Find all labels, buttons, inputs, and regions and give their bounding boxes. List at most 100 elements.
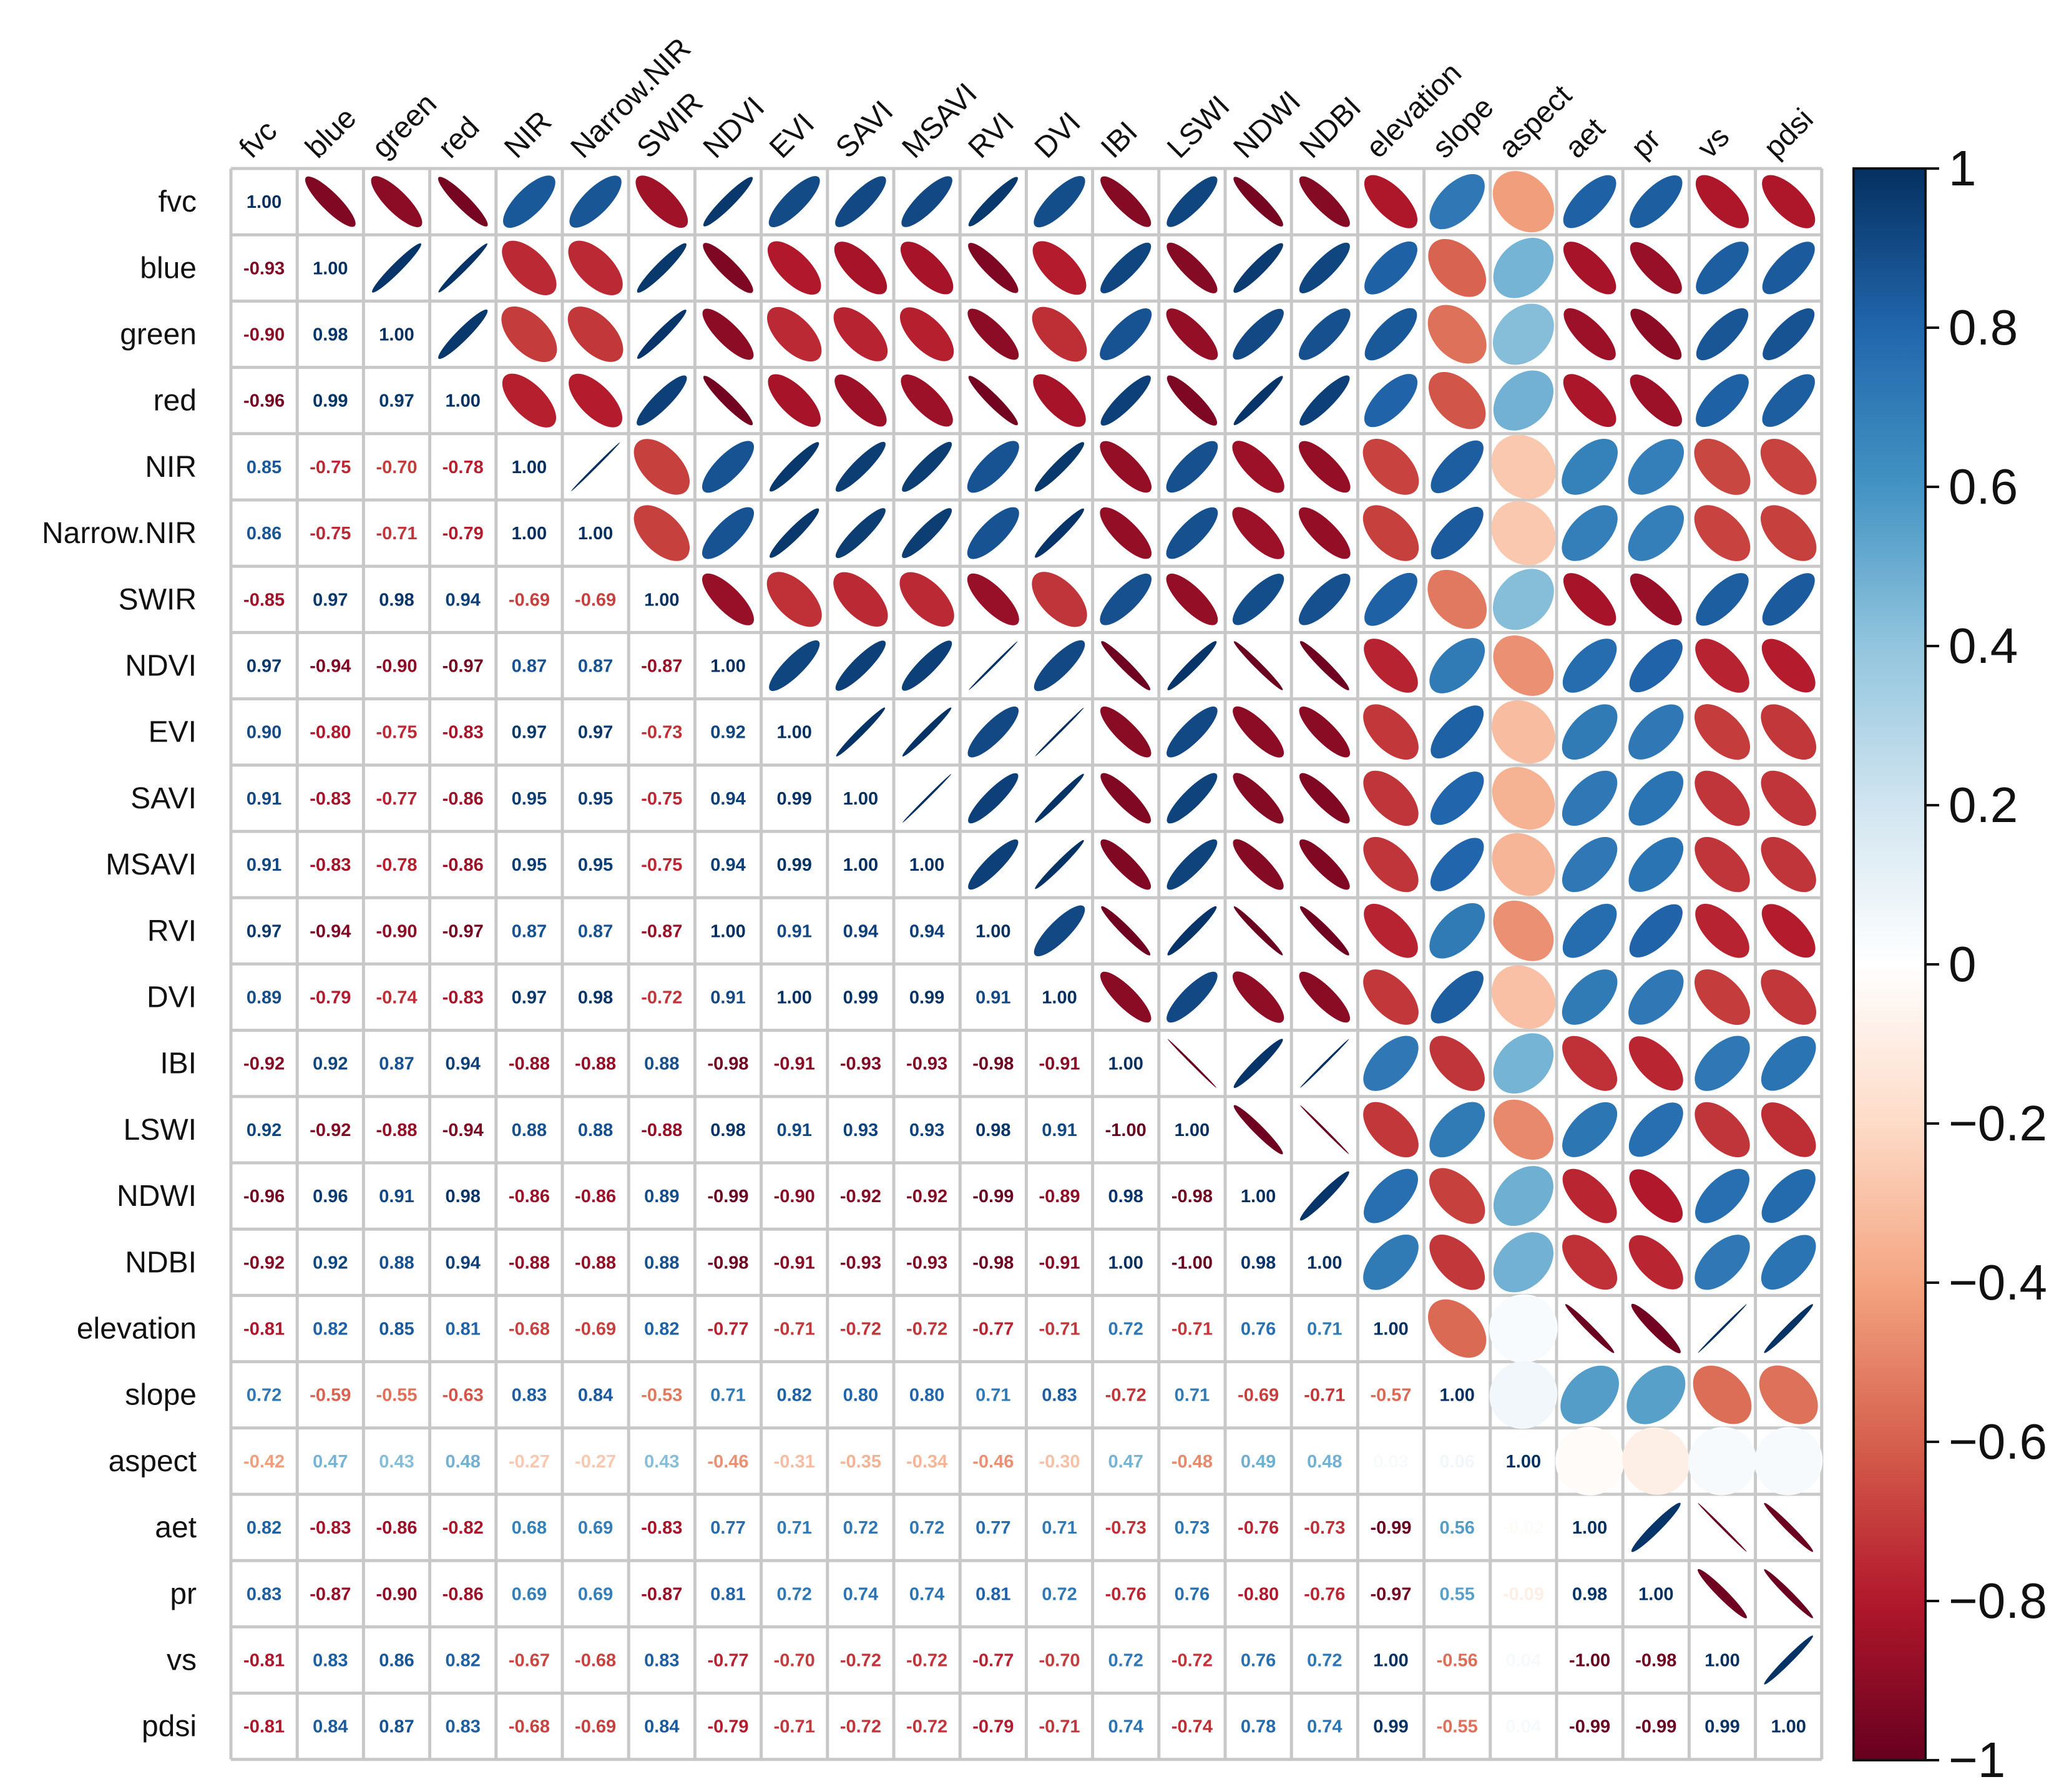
corr-ellipse-blue-red bbox=[438, 243, 487, 293]
corr-ellipse-ndwi-aspect bbox=[1493, 1166, 1553, 1226]
coef-label-vs-lswi: -0.72 bbox=[1171, 1651, 1213, 1671]
coef-label-nir-nir: 1.00 bbox=[512, 458, 547, 477]
coef-label-pr-blue: -0.87 bbox=[310, 1584, 351, 1604]
corr-ellipse-red-slope bbox=[1428, 371, 1486, 429]
col-label-aspect: aspect bbox=[1492, 79, 1578, 164]
coef-label-ibi-evi: -0.91 bbox=[774, 1054, 815, 1074]
corr-ellipse-nir-ibi bbox=[1100, 441, 1152, 493]
corr-ellipse-nir-pdsi bbox=[1760, 439, 1817, 495]
row-label-ndvi: NDVI bbox=[125, 650, 197, 683]
coef-label-ndbi-ndbi: 1.00 bbox=[1307, 1253, 1342, 1273]
coef-label-vs-narrow-nir: -0.68 bbox=[575, 1651, 616, 1671]
coef-label-elevation-blue: 0.82 bbox=[313, 1320, 348, 1339]
coef-label-savi-narrow-nir: 0.95 bbox=[578, 789, 613, 809]
row-label-ibi: IBI bbox=[160, 1047, 197, 1080]
coef-label-msavi-nir: 0.95 bbox=[512, 855, 547, 875]
corr-ellipse-narrow-nir-pdsi bbox=[1761, 505, 1817, 561]
corr-ellipse-narrow-nir-vs bbox=[1694, 505, 1751, 561]
coef-label-msavi-blue: -0.83 bbox=[310, 855, 351, 875]
coef-label-rvi-nir: 0.87 bbox=[512, 921, 547, 941]
corr-ellipse-fvc-dvi bbox=[1034, 175, 1085, 228]
coef-label-aet-dvi: 0.71 bbox=[1042, 1518, 1077, 1538]
corr-ellipse-ndvi-msavi bbox=[901, 640, 952, 691]
colorbar-tick-label: −0.4 bbox=[1949, 1255, 2047, 1310]
coef-label-slope-fvc: 0.72 bbox=[247, 1386, 281, 1406]
corr-ellipse-evi-pdsi bbox=[1761, 704, 1817, 760]
corr-ellipse-msavi-pr bbox=[1628, 837, 1684, 892]
coef-label-elevation-fvc: -0.81 bbox=[243, 1320, 285, 1339]
corr-ellipse-ndvi-rvi bbox=[969, 641, 1018, 690]
corr-ellipse-ndvi-pr bbox=[1629, 639, 1683, 693]
coef-label-lswi-ibi: -1.00 bbox=[1105, 1120, 1147, 1140]
coef-label-msavi-fvc: 0.91 bbox=[247, 855, 281, 875]
coef-label-pdsi-swir: 0.84 bbox=[644, 1717, 679, 1737]
corr-ellipse-savi-vs bbox=[1695, 770, 1750, 826]
coef-label-pr-swir: -0.87 bbox=[641, 1584, 682, 1604]
coef-label-aet-msavi: 0.72 bbox=[909, 1518, 944, 1538]
corr-ellipse-green-ibi bbox=[1100, 308, 1152, 361]
corr-ellipse-ibi-pdsi bbox=[1761, 1036, 1816, 1091]
corr-ellipse-dvi-pdsi bbox=[1761, 969, 1817, 1025]
coef-label-pdsi-elevation: 0.99 bbox=[1373, 1717, 1408, 1737]
coef-label-ibi-swir: 0.88 bbox=[644, 1054, 679, 1074]
corr-ellipse-red-aspect bbox=[1493, 370, 1554, 431]
corr-ellipse-blue-elevation bbox=[1364, 241, 1417, 295]
coef-label-elevation-nir: -0.68 bbox=[509, 1320, 550, 1339]
corr-ellipse-ibi-slope bbox=[1429, 1036, 1485, 1091]
coef-label-lswi-evi: 0.91 bbox=[776, 1120, 811, 1140]
corr-ellipse-swir-msavi bbox=[899, 572, 954, 627]
corr-ellipse-red-narrow-nir bbox=[569, 373, 623, 428]
corr-ellipse-narrow-nir-aet bbox=[1562, 505, 1618, 561]
coef-label-vs-ndbi: 0.72 bbox=[1307, 1651, 1342, 1671]
corr-ellipse-swir-ndvi bbox=[702, 573, 755, 625]
corr-ellipse-ndvi-evi bbox=[769, 640, 820, 692]
corr-ellipse-msavi-dvi bbox=[1035, 840, 1084, 889]
coef-label-aet-savi: 0.72 bbox=[843, 1518, 878, 1538]
corr-ellipse-swir-aet bbox=[1563, 573, 1616, 626]
coef-label-pdsi-slope: -0.55 bbox=[1437, 1717, 1478, 1737]
corr-ellipse-red-pdsi bbox=[1762, 374, 1815, 427]
coef-label-slope-ndwi: -0.69 bbox=[1238, 1386, 1279, 1406]
corr-ellipse-dvi-lswi bbox=[1166, 971, 1218, 1023]
coef-label-dvi-fvc: 0.89 bbox=[247, 988, 281, 1008]
coef-label-aspect-fvc: -0.42 bbox=[243, 1452, 285, 1472]
coef-label-ndbi-msavi: -0.93 bbox=[906, 1253, 947, 1273]
corr-ellipse-elevation-pr bbox=[1631, 1303, 1681, 1354]
coef-label-aet-ndbi: -0.73 bbox=[1304, 1518, 1345, 1538]
corr-ellipse-fvc-elevation bbox=[1364, 175, 1418, 228]
corr-ellipse-msavi-vs bbox=[1695, 836, 1750, 893]
corr-ellipse-savi-rvi bbox=[968, 773, 1019, 824]
colorbar-tick-label: −0.2 bbox=[1949, 1095, 2047, 1151]
coef-label-aspect-slope: 0.06 bbox=[1439, 1452, 1474, 1472]
corr-ellipse-fvc-pdsi bbox=[1762, 175, 1816, 228]
coef-label-pr-aet: 0.98 bbox=[1572, 1584, 1607, 1604]
coef-label-aspect-swir: 0.43 bbox=[644, 1452, 679, 1472]
coef-label-vs-ndvi: -0.77 bbox=[707, 1651, 748, 1671]
coef-label-red-fvc: -0.96 bbox=[243, 391, 285, 411]
coef-label-aspect-elevation: 0.03 bbox=[1373, 1452, 1408, 1472]
coef-label-ndwi-rvi: -0.99 bbox=[972, 1187, 1014, 1207]
corr-ellipse-narrow-nir-lswi bbox=[1166, 507, 1218, 559]
coef-label-vs-green: 0.86 bbox=[379, 1651, 414, 1671]
coef-label-slope-swir: -0.53 bbox=[641, 1386, 682, 1406]
coef-label-pdsi-ndwi: 0.78 bbox=[1241, 1717, 1276, 1737]
colorbar-tick-label: 0.4 bbox=[1949, 618, 2018, 673]
corr-ellipse-dvi-ndbi bbox=[1299, 971, 1351, 1023]
corr-ellipse-ndbi-slope bbox=[1429, 1234, 1485, 1290]
corr-ellipse-fvc-lswi bbox=[1166, 176, 1218, 227]
corr-ellipse-evi-msavi bbox=[902, 707, 952, 756]
corr-ellipse-red-lswi bbox=[1166, 375, 1218, 426]
coef-label-ndvi-green: -0.90 bbox=[376, 657, 417, 677]
coef-label-ibi-rvi: -0.98 bbox=[972, 1054, 1014, 1074]
corr-ellipse-evi-vs bbox=[1694, 704, 1751, 760]
corr-ellipse-lswi-ndwi bbox=[1233, 1105, 1283, 1155]
row-label-lswi: LSWI bbox=[124, 1114, 197, 1147]
coef-label-vs-savi: -0.72 bbox=[840, 1651, 881, 1671]
corr-ellipse-ndvi-elevation bbox=[1364, 639, 1418, 693]
coef-label-dvi-msavi: 0.99 bbox=[909, 988, 944, 1008]
corr-ellipse-msavi-aet bbox=[1562, 836, 1618, 893]
corr-ellipse-slope-aspect bbox=[1489, 1361, 1558, 1429]
corr-ellipse-ibi-ndwi bbox=[1233, 1039, 1283, 1089]
coef-label-nir-red: -0.78 bbox=[443, 458, 484, 477]
corr-ellipse-narrow-nir-savi bbox=[835, 508, 886, 559]
